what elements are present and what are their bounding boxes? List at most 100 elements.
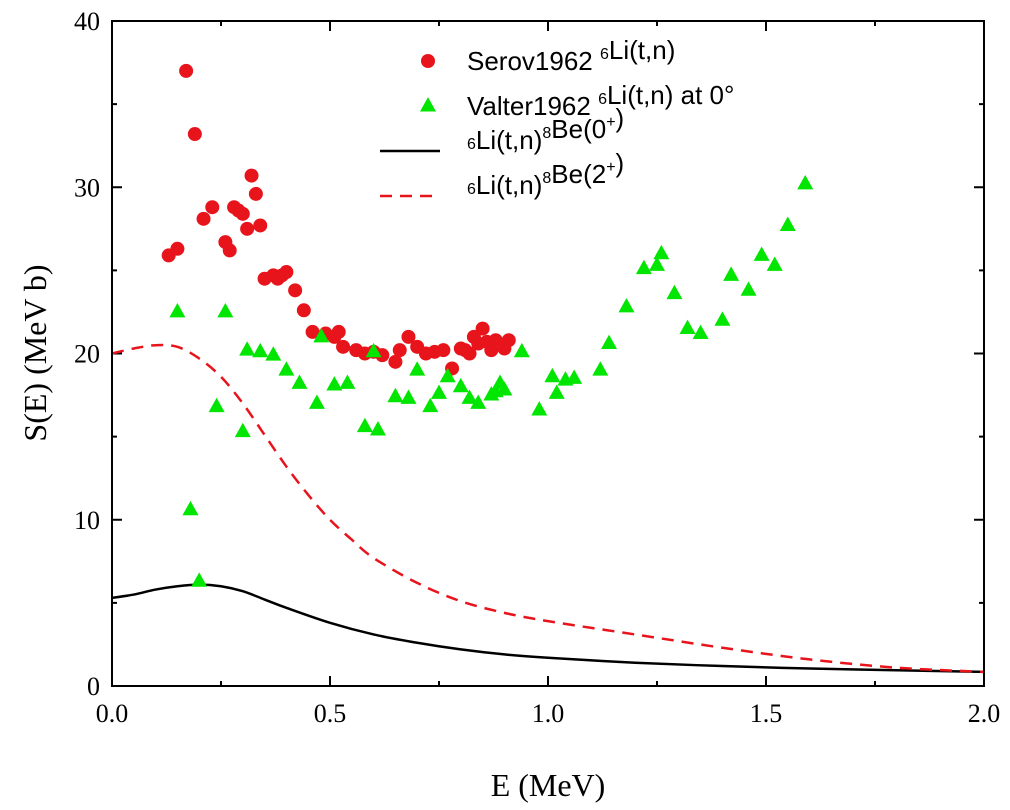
serov-point xyxy=(488,333,503,348)
serov-point xyxy=(375,348,390,363)
legend-label: 6Li(t,n)8Be(2+) xyxy=(467,148,624,200)
valter-point xyxy=(387,387,404,403)
valter-point xyxy=(234,422,251,438)
valter-point xyxy=(679,319,696,335)
valter-point xyxy=(692,324,709,340)
valter-point xyxy=(239,341,256,356)
serov-point xyxy=(187,127,202,142)
valter-point xyxy=(278,361,295,376)
legend-label: 6Li(t,n)8Be(0+) xyxy=(467,103,624,155)
serov-point xyxy=(288,283,303,298)
valter-point xyxy=(461,389,478,404)
serov-point xyxy=(222,243,237,258)
x-tick-label: 1.5 xyxy=(750,699,783,728)
serov-point xyxy=(244,168,259,183)
legend-circle-marker xyxy=(421,54,435,68)
tick-labels: 0.0 0.5 1.0 1.5 2.0 0 10 20 30 40 xyxy=(74,7,1000,728)
valter-point xyxy=(169,303,186,318)
serov-point xyxy=(196,211,211,226)
valter-point xyxy=(779,216,796,231)
x-tick-label: 1.0 xyxy=(532,699,565,728)
valter-point xyxy=(601,334,618,349)
serov-point xyxy=(305,324,320,339)
valter-point xyxy=(452,377,469,393)
serov-point xyxy=(401,329,416,344)
serov-point xyxy=(279,265,294,280)
valter-point xyxy=(339,374,356,389)
valter-point xyxy=(369,421,386,436)
valter-point xyxy=(208,397,225,413)
valter-point xyxy=(592,361,609,376)
valter-point xyxy=(409,361,426,376)
valter-point xyxy=(666,284,683,300)
y-tick-label: 0 xyxy=(87,672,100,701)
plot-frame xyxy=(111,20,985,687)
serov-point xyxy=(170,241,185,256)
valter-point xyxy=(766,256,783,271)
valter-point xyxy=(356,417,373,433)
serov-point xyxy=(392,343,407,358)
serov-point xyxy=(253,218,268,233)
x-tick-label: 0.5 xyxy=(314,699,347,728)
serov-point xyxy=(462,346,477,361)
valter-point xyxy=(191,572,208,587)
valter-point xyxy=(548,384,565,399)
valter-point xyxy=(313,327,330,343)
series-line-3 xyxy=(111,343,985,674)
valter-point xyxy=(217,303,234,318)
serov-point xyxy=(475,321,490,336)
y-axis-label: S(E) (MeV b) xyxy=(17,264,53,441)
serov-point xyxy=(205,200,220,215)
y-tick-label: 20 xyxy=(74,340,100,369)
valter-point xyxy=(422,397,439,413)
y-tick-label: 10 xyxy=(74,506,100,535)
valter-point xyxy=(365,342,382,358)
valter-point xyxy=(439,367,456,383)
serov-point xyxy=(235,206,250,221)
serov-point xyxy=(179,63,194,78)
legend: Serov1962 6Li(t,n)Valter1962 6Li(t,n) at… xyxy=(380,35,734,200)
valter-point xyxy=(635,259,652,275)
valter-point xyxy=(308,394,325,409)
valter-point xyxy=(182,500,199,516)
x-tick-label: 2.0 xyxy=(968,699,1001,728)
valter-point xyxy=(431,384,447,399)
valter-point xyxy=(797,174,814,190)
valter-point xyxy=(566,369,583,384)
valter-point xyxy=(470,394,487,409)
valter-point xyxy=(649,256,665,271)
legend-label: Serov1962 6Li(t,n) xyxy=(467,35,675,76)
valter-point xyxy=(513,342,530,358)
x-axis-label: E (MeV) xyxy=(491,767,606,803)
serov-point xyxy=(501,333,516,348)
serov-point xyxy=(436,343,451,358)
series-line-2 xyxy=(111,583,985,674)
serov-point xyxy=(248,186,263,201)
valter-point xyxy=(753,246,770,261)
legend-triangle-marker xyxy=(420,97,436,112)
valter-point xyxy=(496,381,513,396)
serov-point xyxy=(331,324,346,339)
valter-point xyxy=(714,311,731,326)
valter-point xyxy=(400,389,417,404)
serov-point xyxy=(336,339,351,354)
valter-point xyxy=(265,346,282,361)
valter-point xyxy=(544,367,561,383)
legend-label: Valter1962 6Li(t,n) at 0° xyxy=(467,80,734,121)
valter-point xyxy=(291,374,308,389)
serov-point xyxy=(388,354,403,369)
y-tick-label: 30 xyxy=(74,173,100,202)
valter-point xyxy=(531,401,548,416)
model-curves xyxy=(111,343,985,674)
data-points xyxy=(161,63,814,587)
serov-point xyxy=(240,221,255,236)
valter-point xyxy=(653,244,670,260)
valter-point xyxy=(723,266,740,281)
valter-point xyxy=(326,376,343,391)
valter-point xyxy=(252,342,269,358)
x-tick-label: 0.0 xyxy=(96,699,129,728)
y-tick-label: 40 xyxy=(74,7,100,36)
serov-point xyxy=(296,303,311,318)
valter-point xyxy=(618,298,635,313)
